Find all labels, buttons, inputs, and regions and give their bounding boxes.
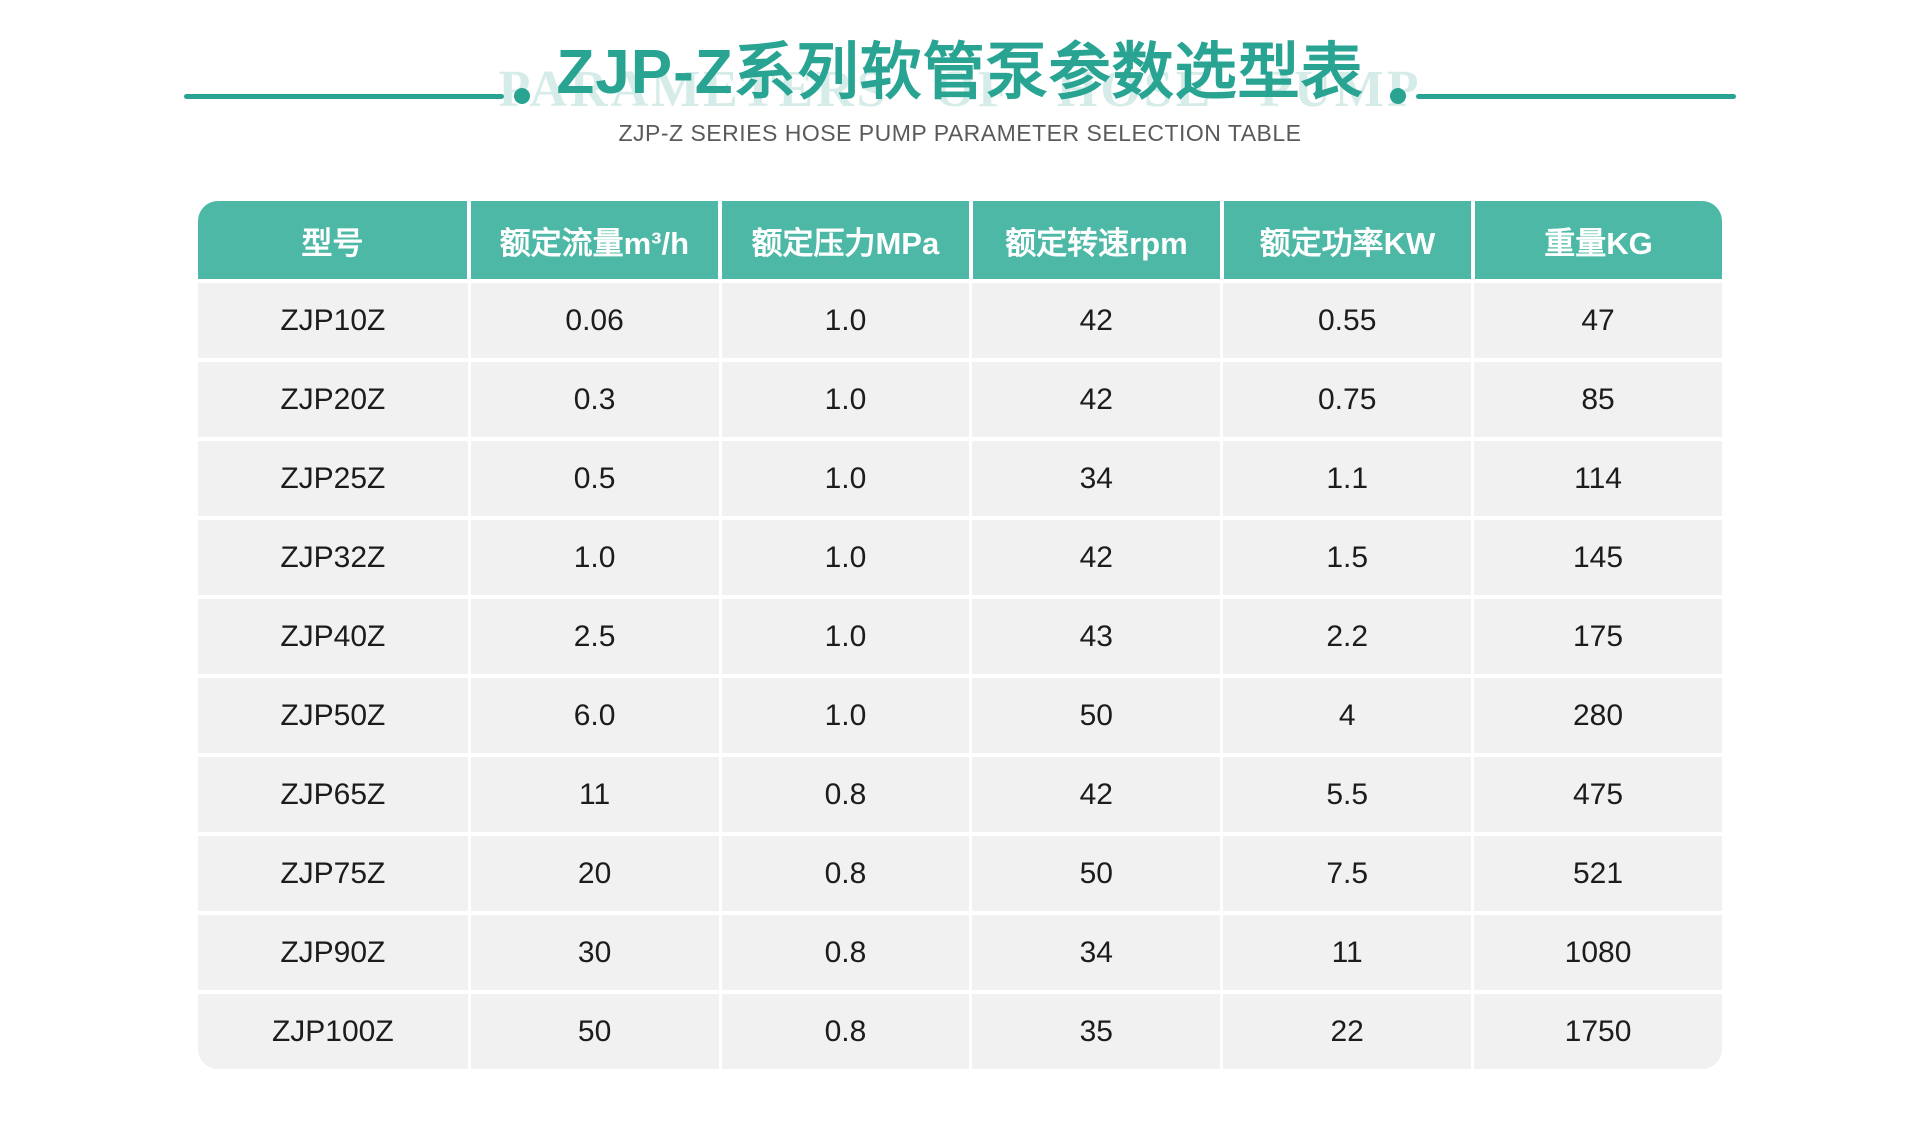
cell-pressure: 0.8 — [721, 836, 970, 911]
cell-speed: 43 — [972, 599, 1221, 674]
cell-power: 11 — [1223, 915, 1472, 990]
cell-pressure: 1.0 — [721, 520, 970, 595]
cell-power: 4 — [1223, 678, 1472, 753]
cell-pressure: 1.0 — [721, 678, 970, 753]
cell-flow: 20 — [470, 836, 719, 911]
cell-flow: 11 — [470, 757, 719, 832]
cell-flow: 2.5 — [470, 599, 719, 674]
cell-pressure: 1.0 — [721, 441, 970, 516]
cell-weight: 175 — [1474, 599, 1722, 674]
table-row: ZJP10Z 0.06 1.0 42 0.55 47 — [198, 283, 1722, 358]
cell-model: ZJP50Z — [198, 678, 468, 753]
column-header-weight: 重量KG — [1474, 201, 1723, 279]
table-body: ZJP10Z 0.06 1.0 42 0.55 47 ZJP20Z 0.3 1.… — [198, 283, 1722, 1069]
cell-speed: 42 — [972, 520, 1221, 595]
cell-power: 22 — [1223, 994, 1472, 1069]
cell-model: ZJP65Z — [198, 757, 468, 832]
cell-model: ZJP32Z — [198, 520, 468, 595]
title-decoration-right — [1389, 88, 1736, 104]
parameter-table: 型号 额定流量m³/h 额定压力MPa 额定转速rpm 额定功率KW 重量KG … — [198, 201, 1723, 1069]
cell-weight: 475 — [1474, 757, 1722, 832]
column-header-power: 额定功率KW — [1223, 201, 1471, 279]
cell-weight: 85 — [1474, 362, 1722, 437]
column-header-flow: 额定流量m³/h — [470, 201, 718, 279]
decor-dot-right-icon — [1389, 88, 1406, 104]
table-row: ZJP50Z 6.0 1.0 50 4 280 — [198, 678, 1722, 753]
cell-speed: 34 — [972, 915, 1221, 990]
cell-model: ZJP100Z — [198, 994, 468, 1069]
cell-weight: 1080 — [1474, 915, 1722, 990]
page-subtitle: ZJP-Z SERIES HOSE PUMP PARAMETER SELECTI… — [618, 120, 1302, 146]
table-header-row: 型号 额定流量m³/h 额定压力MPa 额定转速rpm 额定功率KW 重量KG — [198, 201, 1723, 279]
cell-speed: 42 — [972, 757, 1221, 832]
cell-speed: 50 — [972, 836, 1221, 911]
cell-speed: 35 — [972, 994, 1221, 1069]
column-header-speed: 额定转速rpm — [972, 201, 1220, 279]
cell-weight: 280 — [1474, 678, 1722, 753]
cell-flow: 50 — [470, 994, 719, 1069]
cell-pressure: 0.8 — [721, 757, 970, 832]
cell-model: ZJP25Z — [198, 441, 468, 516]
cell-power: 1.1 — [1223, 441, 1472, 516]
table-row: ZJP40Z 2.5 1.0 43 2.2 175 — [198, 599, 1722, 674]
cell-flow: 0.3 — [470, 362, 719, 437]
cell-weight: 47 — [1474, 283, 1722, 358]
cell-power: 5.5 — [1223, 757, 1472, 832]
table-row: ZJP32Z 1.0 1.0 42 1.5 145 — [198, 520, 1722, 595]
cell-flow: 30 — [470, 915, 719, 990]
cell-weight: 114 — [1474, 441, 1722, 516]
cell-pressure: 1.0 — [721, 599, 970, 674]
page-title: ZJP-Z系列软管泵参数选型表 — [556, 38, 1364, 107]
cell-power: 7.5 — [1223, 836, 1472, 911]
cell-flow: 0.06 — [470, 283, 719, 358]
decor-line-left-icon — [184, 93, 505, 99]
main-content: 型号 额定流量m³/h 额定压力MPa 额定转速rpm 额定功率KW 重量KG … — [0, 201, 1920, 1069]
table-row: ZJP100Z 50 0.8 35 22 1750 — [198, 994, 1722, 1069]
cell-model: ZJP40Z — [198, 599, 468, 674]
column-header-pressure: 额定压力MPa — [721, 201, 969, 279]
cell-speed: 50 — [972, 678, 1221, 753]
cell-pressure: 0.8 — [721, 994, 970, 1069]
cell-weight: 1750 — [1474, 994, 1722, 1069]
cell-model: ZJP10Z — [198, 283, 468, 358]
cell-model: ZJP20Z — [198, 362, 468, 437]
cell-pressure: 1.0 — [721, 362, 970, 437]
cell-power: 1.5 — [1223, 520, 1472, 595]
watermark-text: PARAMETERS OF HOSE PUMP — [498, 61, 1422, 118]
cell-model: ZJP75Z — [198, 836, 468, 911]
table-row: ZJP75Z 20 0.8 50 7.5 521 — [198, 836, 1722, 911]
table-row: ZJP65Z 11 0.8 42 5.5 475 — [198, 757, 1722, 832]
decor-line-right-icon — [1415, 93, 1736, 99]
cell-pressure: 1.0 — [721, 283, 970, 358]
cell-flow: 0.5 — [470, 441, 719, 516]
title-decoration-left — [184, 88, 531, 104]
cell-power: 0.55 — [1223, 283, 1472, 358]
page-header: PARAMETERS OF HOSE PUMP ZJP-Z系列软管泵参数选型表 … — [0, 40, 1920, 147]
cell-flow: 6.0 — [470, 678, 719, 753]
cell-flow: 1.0 — [470, 520, 719, 595]
cell-speed: 34 — [972, 441, 1221, 516]
cell-model: ZJP90Z — [198, 915, 468, 990]
title-row: ZJP-Z系列软管泵参数选型表 — [0, 40, 1920, 106]
column-header-model: 型号 — [198, 201, 467, 279]
decor-dot-left-icon — [514, 88, 531, 104]
table-row: ZJP20Z 0.3 1.0 42 0.75 85 — [198, 362, 1722, 437]
cell-speed: 42 — [972, 283, 1221, 358]
cell-weight: 521 — [1474, 836, 1722, 911]
page: PARAMETERS OF HOSE PUMP ZJP-Z系列软管泵参数选型表 … — [0, 40, 1920, 1140]
cell-pressure: 0.8 — [721, 915, 970, 990]
cell-speed: 42 — [972, 362, 1221, 437]
cell-power: 0.75 — [1223, 362, 1472, 437]
table-row: ZJP25Z 0.5 1.0 34 1.1 114 — [198, 441, 1722, 516]
cell-power: 2.2 — [1223, 599, 1472, 674]
cell-weight: 145 — [1474, 520, 1722, 595]
table-row: ZJP90Z 30 0.8 34 11 1080 — [198, 915, 1722, 990]
